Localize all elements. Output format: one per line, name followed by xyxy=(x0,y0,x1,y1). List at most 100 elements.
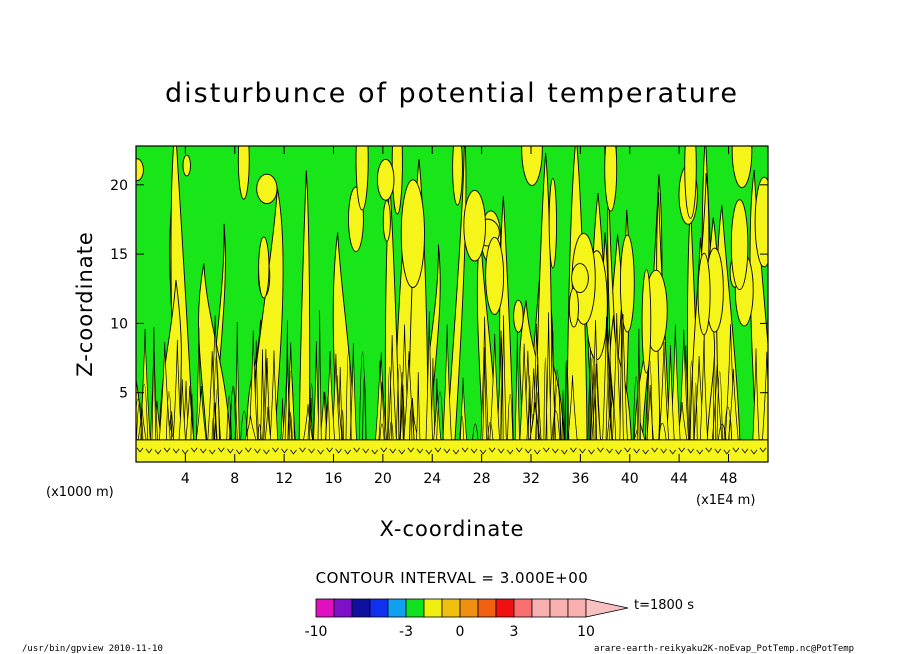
surface-contour-mark xyxy=(561,449,568,455)
surface-contour-mark xyxy=(380,447,388,453)
footer-right: arare-earth-reikyaku2K-noEvap_PotTemp.nc… xyxy=(594,644,854,654)
contour-line xyxy=(528,375,532,440)
contour-line xyxy=(561,389,565,440)
contour-line xyxy=(632,376,640,440)
warm-spike xyxy=(519,343,529,441)
x-tick-label: 16 xyxy=(325,471,343,487)
surface-contour-mark xyxy=(642,449,649,455)
warm-spike xyxy=(752,348,760,441)
contour-line xyxy=(136,402,144,440)
warm-spike xyxy=(602,316,611,441)
colorbar-segment xyxy=(531,598,551,618)
surface-contour-mark xyxy=(506,449,514,455)
colorbar-segment xyxy=(315,598,335,618)
warm-spike xyxy=(658,341,670,441)
surface-contour-mark xyxy=(353,447,361,453)
warm-patch xyxy=(382,200,391,242)
contour-line xyxy=(399,371,405,440)
surface-contour-mark xyxy=(750,449,758,455)
surface-contour-mark xyxy=(597,447,604,453)
y-tick-label: 20 xyxy=(110,178,128,194)
warm-patch xyxy=(513,299,524,333)
warm-spike xyxy=(545,312,552,441)
warm-spike xyxy=(416,372,421,441)
contour-line xyxy=(308,383,315,440)
colorbar-label: 10 xyxy=(577,624,595,640)
surface-contour-mark xyxy=(606,448,613,454)
x-tick-label: 28 xyxy=(473,471,491,487)
x-tick-label: 40 xyxy=(621,471,639,487)
surface-contour-mark xyxy=(452,449,460,455)
surface-contour-mark xyxy=(759,447,767,453)
footer-left: /usr/bin/gpview 2010-11-10 xyxy=(22,644,163,654)
warm-patch xyxy=(391,146,403,215)
surface-band xyxy=(136,439,768,462)
warm-patch xyxy=(730,199,749,291)
colorbar-segment xyxy=(405,598,425,618)
time-label: t=1800 s xyxy=(634,598,694,613)
contour-line xyxy=(287,370,295,440)
surface-contour-mark xyxy=(434,447,442,453)
surface-contour-mark xyxy=(145,448,153,454)
warm-spike xyxy=(762,351,768,441)
warm-spike xyxy=(567,375,578,441)
surface-contour-mark xyxy=(226,448,234,454)
x-axis: 4 8 12 16 20 24 28 32 36 40 44 48 xyxy=(181,146,737,487)
surface-contour-mark xyxy=(660,448,667,454)
warm-patch xyxy=(684,146,697,219)
surface-contour-mark xyxy=(615,449,622,455)
warm-spike xyxy=(425,311,433,441)
warm-spike xyxy=(325,351,335,441)
surface-contour-mark xyxy=(245,447,252,453)
warm-spike xyxy=(699,340,708,441)
contour-line xyxy=(728,417,732,440)
contour-line xyxy=(460,415,465,440)
warm-patch xyxy=(521,146,543,186)
surface-contour-mark xyxy=(497,448,505,454)
contour-line xyxy=(487,421,494,440)
warm-spike xyxy=(433,389,442,441)
colorbar-label: 0 xyxy=(456,624,465,640)
surface-contour-mark xyxy=(199,448,207,454)
surface-contour-mark xyxy=(741,448,749,454)
warm-spike xyxy=(442,324,452,441)
chart-title: disturbunce of potential temperature xyxy=(165,78,739,109)
warm-patch xyxy=(256,173,278,205)
x-tick-label: 24 xyxy=(423,471,441,487)
warm-spike xyxy=(151,327,157,441)
surface-contour-mark xyxy=(299,447,306,453)
contour-line xyxy=(507,393,514,440)
surface-contour-mark xyxy=(272,447,279,453)
warm-spike xyxy=(158,342,171,441)
contour-line xyxy=(358,351,367,440)
surface-contour-mark xyxy=(633,448,640,454)
warm-spike xyxy=(514,331,520,441)
colorbar-label: -3 xyxy=(399,624,413,640)
warm-spike xyxy=(178,379,186,441)
surface-contour-mark xyxy=(190,447,198,453)
x-unit-label: (x1000 m) xyxy=(46,485,114,500)
contour-line xyxy=(211,417,215,440)
y-tick-label: 5 xyxy=(119,386,128,402)
surface-contour-mark xyxy=(326,447,333,453)
x-axis-title: X-coordinate xyxy=(380,517,525,541)
warm-spike xyxy=(619,314,624,441)
surface-contour-mark xyxy=(371,449,379,455)
surface-contour-mark xyxy=(398,449,406,455)
warm-patch xyxy=(452,146,463,206)
surface-contour-mark xyxy=(624,447,631,453)
surface-contour-mark xyxy=(687,448,695,454)
contour-line xyxy=(387,366,393,440)
surface-contour-mark xyxy=(254,448,261,454)
contour-line xyxy=(717,423,727,440)
colorbar-arrow xyxy=(585,598,629,618)
x-tick-label: 12 xyxy=(275,471,293,487)
surface-contour-mark xyxy=(723,449,731,455)
contour-line xyxy=(472,423,479,440)
warm-spike xyxy=(244,415,257,441)
warm-spike xyxy=(378,381,386,441)
surface-contour-mark xyxy=(136,447,144,453)
surface-contour-mark xyxy=(705,447,713,453)
warm-spike xyxy=(185,386,195,441)
warm-spike xyxy=(303,404,313,441)
